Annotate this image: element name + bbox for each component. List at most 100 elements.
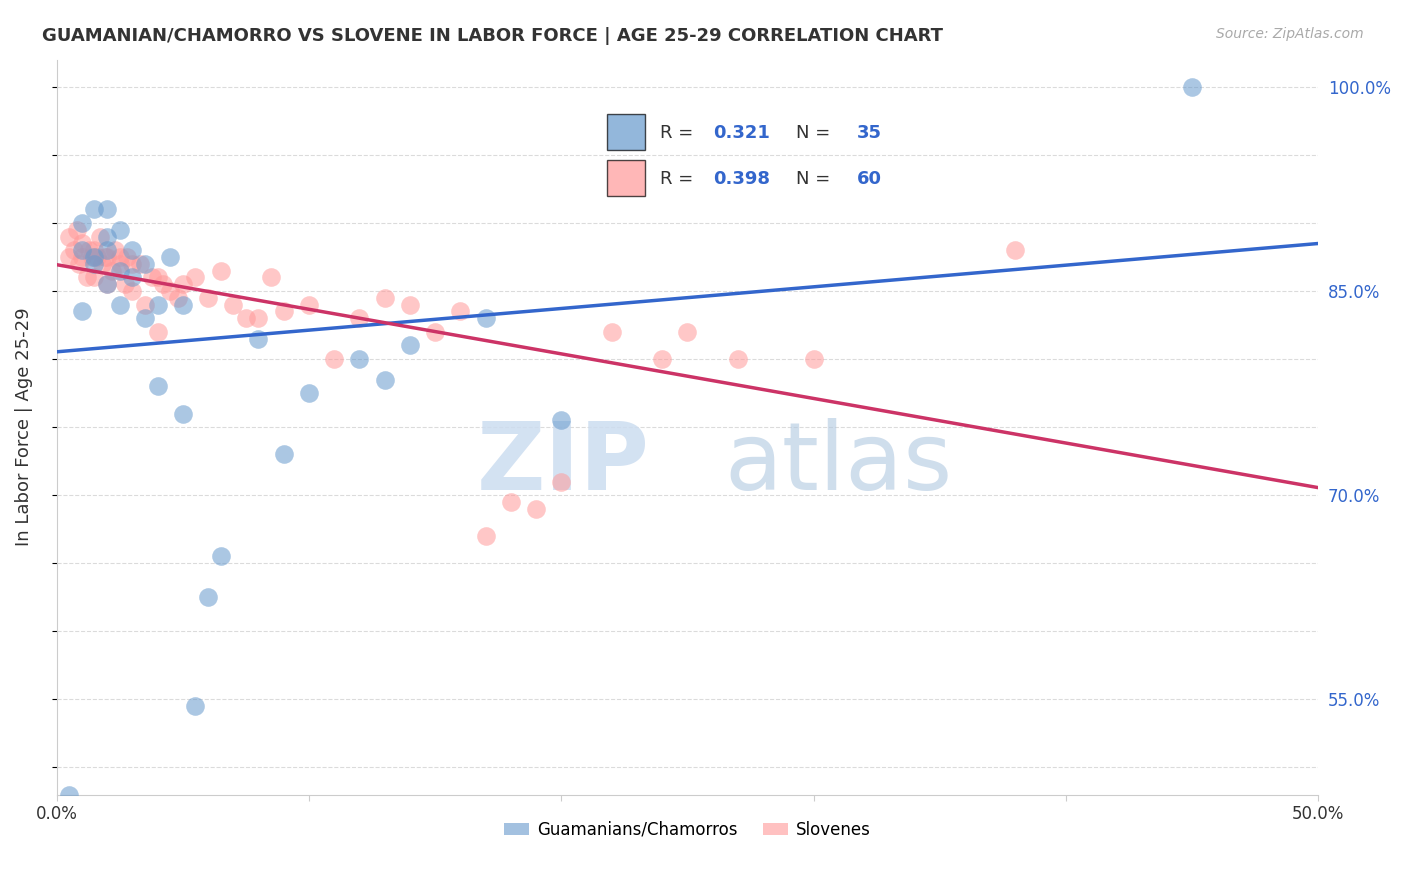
Point <box>66 223 89 237</box>
Point <box>399 298 422 312</box>
Point <box>146 379 169 393</box>
Point <box>184 270 207 285</box>
Point <box>83 243 105 257</box>
Point <box>172 407 194 421</box>
Point <box>70 216 93 230</box>
Point <box>247 332 270 346</box>
Point <box>423 325 446 339</box>
Text: Source: ZipAtlas.com: Source: ZipAtlas.com <box>1216 27 1364 41</box>
Point <box>83 257 105 271</box>
Point <box>141 270 163 285</box>
Point <box>651 352 673 367</box>
Point <box>222 298 245 312</box>
Point <box>134 311 156 326</box>
Point <box>298 386 321 401</box>
Point <box>79 243 101 257</box>
Point <box>146 298 169 312</box>
Point <box>108 257 131 271</box>
Point <box>80 250 103 264</box>
Point <box>117 250 139 264</box>
Point <box>260 270 283 285</box>
Point <box>58 229 80 244</box>
Point <box>83 250 105 264</box>
Point <box>197 591 219 605</box>
Point <box>86 250 108 264</box>
Point <box>349 352 371 367</box>
Point <box>70 236 93 251</box>
Point <box>235 311 257 326</box>
Point <box>600 325 623 339</box>
Point <box>1181 79 1204 94</box>
Point <box>134 257 156 271</box>
Text: ZIP: ZIP <box>477 418 650 510</box>
Point <box>128 257 150 271</box>
Point <box>146 270 169 285</box>
Point <box>89 229 111 244</box>
Point <box>70 243 93 257</box>
Point <box>209 263 232 277</box>
Point <box>58 788 80 802</box>
Point <box>70 304 93 318</box>
Text: atlas: atlas <box>724 418 953 510</box>
Point <box>96 202 118 217</box>
Point <box>159 250 181 264</box>
Y-axis label: In Labor Force | Age 25-29: In Labor Force | Age 25-29 <box>15 308 32 547</box>
Point <box>399 338 422 352</box>
Legend: Guamanians/Chamorros, Slovenes: Guamanians/Chamorros, Slovenes <box>498 814 877 846</box>
Point <box>121 243 143 257</box>
Text: GUAMANIAN/CHAMORRO VS SLOVENE IN LABOR FORCE | AGE 25-29 CORRELATION CHART: GUAMANIAN/CHAMORRO VS SLOVENE IN LABOR F… <box>42 27 943 45</box>
Point <box>83 202 105 217</box>
Point <box>108 298 131 312</box>
Point <box>91 257 114 271</box>
Point <box>323 352 346 367</box>
Point <box>96 277 118 292</box>
Point <box>96 243 118 257</box>
Point <box>172 298 194 312</box>
Point <box>96 277 118 292</box>
Point <box>727 352 749 367</box>
Point <box>803 352 825 367</box>
Point <box>93 250 115 264</box>
Point <box>449 304 471 318</box>
Point <box>499 495 522 509</box>
Point <box>550 475 572 489</box>
Point <box>104 243 127 257</box>
Point <box>121 284 143 298</box>
Point <box>184 699 207 714</box>
Point <box>96 229 118 244</box>
Point <box>298 298 321 312</box>
Point <box>152 277 174 292</box>
Point <box>67 257 90 271</box>
Point <box>121 270 143 285</box>
Point <box>474 311 496 326</box>
Point <box>114 277 136 292</box>
Point <box>159 284 181 298</box>
Point <box>108 263 131 277</box>
Point <box>676 325 699 339</box>
Point <box>83 270 105 285</box>
Point <box>101 263 124 277</box>
Point <box>374 291 396 305</box>
Point <box>524 501 547 516</box>
Point <box>273 304 295 318</box>
Point <box>1004 243 1026 257</box>
Point <box>146 325 169 339</box>
Point <box>197 291 219 305</box>
Point <box>172 277 194 292</box>
Point <box>349 311 371 326</box>
Point <box>166 291 188 305</box>
Point <box>63 243 86 257</box>
Point <box>134 298 156 312</box>
Point <box>121 257 143 271</box>
Point <box>273 447 295 461</box>
Point <box>209 549 232 564</box>
Point <box>247 311 270 326</box>
Point <box>108 223 131 237</box>
Point <box>474 529 496 543</box>
Point <box>374 372 396 386</box>
Point <box>70 250 93 264</box>
Point <box>550 413 572 427</box>
Point <box>108 250 131 264</box>
Point <box>76 270 98 285</box>
Point <box>96 250 118 264</box>
